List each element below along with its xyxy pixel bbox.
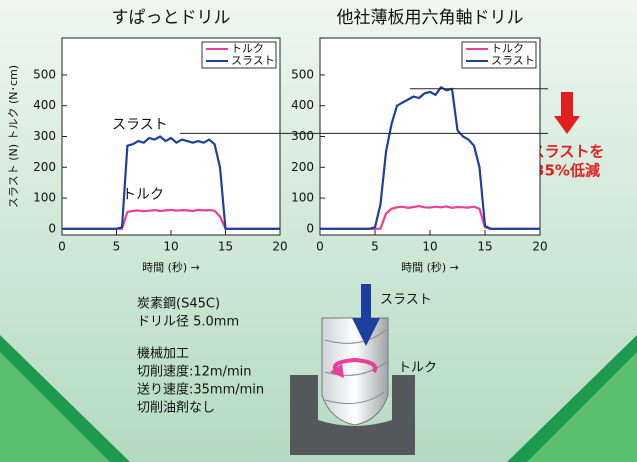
plot-area — [319, 37, 541, 236]
torque-arrow — [332, 357, 378, 374]
y-tick-label: 500 — [33, 67, 56, 81]
chart-title: 他社薄板用六角軸ドリル — [337, 8, 524, 28]
annotation: トルク — [122, 187, 164, 203]
legend-label: トルク — [231, 42, 264, 55]
drill — [321, 317, 389, 426]
thrust-arrow — [361, 284, 371, 320]
torque-arrow-head — [330, 364, 344, 378]
x-axis-label: 時間 (秒) → — [142, 260, 200, 274]
y-tick-label: 500 — [291, 67, 314, 81]
legend-label: スラスト — [231, 54, 275, 67]
annotation: スラスト — [112, 117, 168, 133]
legend-label: スラスト — [491, 54, 535, 67]
condition: 切削速度:12m/min — [137, 364, 251, 380]
y-tick-label: 100 — [291, 191, 314, 205]
reduction-text: 35%低減 — [534, 162, 600, 180]
condition: 炭素鋼(S45C) — [137, 297, 220, 312]
y-tick-label: 400 — [291, 98, 314, 112]
condition: 送り速度:35mm/min — [137, 382, 264, 398]
x-tick-label: 0 — [316, 240, 324, 254]
corner-band — [527, 352, 637, 462]
data-line — [320, 86, 540, 230]
y-tick-label: 200 — [291, 160, 314, 174]
y-tick-label: 100 — [33, 191, 56, 205]
reduction-arrow — [561, 92, 573, 118]
y-tick-label: 0 — [306, 221, 314, 235]
condition: 機械加工 — [137, 347, 189, 362]
corner-band — [0, 352, 110, 462]
x-axis-label: 時間 (秒) → — [401, 260, 459, 274]
x-tick-label: 5 — [113, 240, 121, 254]
reduction-arrow-head — [554, 116, 580, 134]
y-tick-label: 200 — [33, 160, 56, 174]
data-line — [62, 135, 280, 230]
diagram-label: スラスト — [380, 293, 432, 308]
y-axis-label: スラスト (N) トルク (N･cm) — [7, 65, 20, 208]
x-tick-label: 20 — [532, 240, 547, 254]
legend — [461, 41, 537, 69]
x-tick-label: 20 — [272, 240, 287, 254]
y-tick-label: 400 — [33, 98, 56, 112]
x-tick-label: 15 — [477, 240, 492, 254]
y-tick-label: 0 — [48, 221, 56, 235]
chart-title: すぱっとドリル — [112, 8, 231, 28]
y-tick-label: 300 — [291, 129, 314, 143]
reduction-text: スラストを — [530, 143, 605, 161]
workpiece — [290, 375, 415, 455]
legend — [201, 41, 277, 69]
x-tick-label: 5 — [371, 240, 379, 254]
x-tick-label: 10 — [422, 240, 437, 254]
diagram-label: トルク — [398, 361, 437, 376]
y-tick-label: 300 — [33, 129, 56, 143]
x-tick-label: 10 — [163, 240, 178, 254]
x-tick-label: 15 — [218, 240, 233, 254]
condition: ドリル径 5.0mm — [137, 315, 239, 330]
x-tick-label: 0 — [58, 240, 66, 254]
thrust-arrow-head — [352, 318, 380, 346]
drill-flute — [324, 329, 387, 405]
condition: 切削油剤なし — [137, 400, 215, 416]
legend-label: トルク — [491, 42, 524, 55]
